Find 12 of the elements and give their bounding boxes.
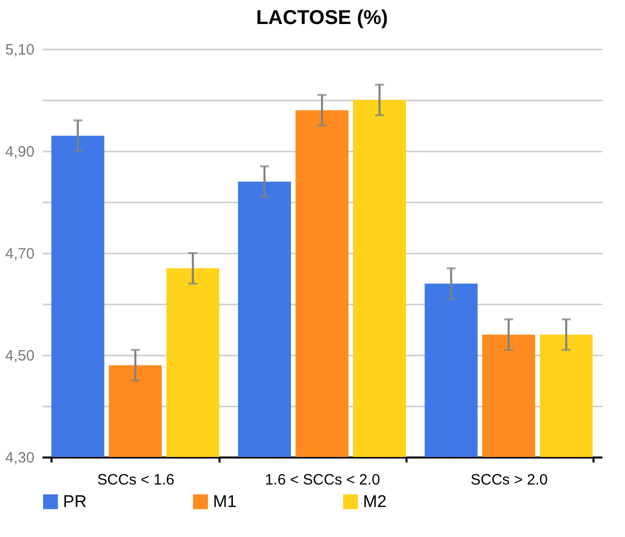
y-tick-label: 5,10 bbox=[5, 42, 34, 58]
legend-label: M1 bbox=[213, 492, 237, 511]
chart-title: LACTOSE (%) bbox=[256, 7, 388, 29]
legend-label: PR bbox=[63, 492, 87, 511]
x-tick-label: SCCs > 2.0 bbox=[470, 472, 548, 488]
x-tick-label: SCCs < 1.6 bbox=[97, 472, 174, 488]
y-tick-label: 4,90 bbox=[5, 144, 34, 160]
x-tick-label: 1.6 < SCCs < 2.0 bbox=[264, 472, 380, 488]
y-tick-label: 4,70 bbox=[5, 246, 34, 262]
y-tick-label: 4,30 bbox=[5, 450, 34, 466]
y-tick-label: 4,50 bbox=[5, 348, 34, 364]
legend-label: M2 bbox=[363, 492, 387, 511]
